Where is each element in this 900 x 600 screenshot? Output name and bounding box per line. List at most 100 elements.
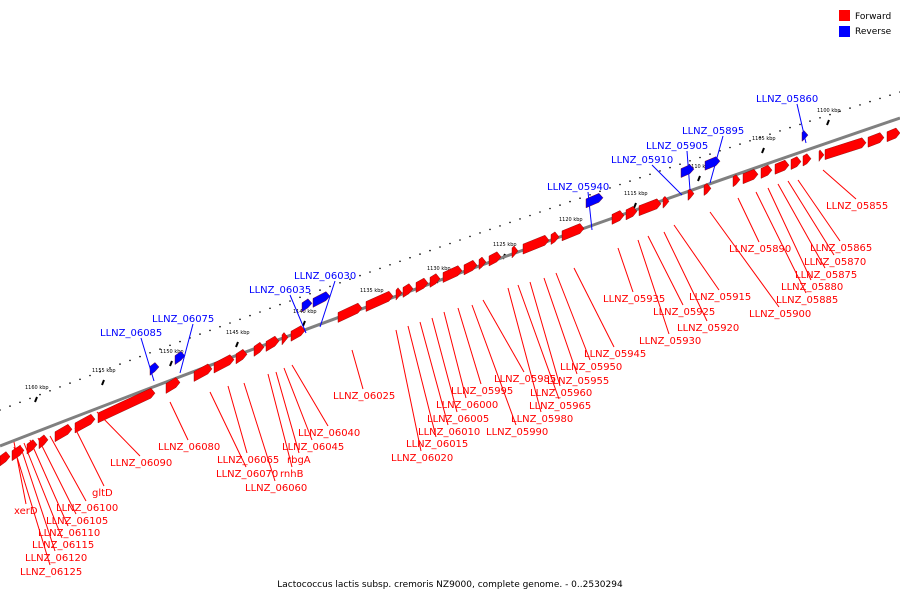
forward-gene-label[interactable]: LLNZ_05870 <box>804 257 866 268</box>
forward-gene-label[interactable]: LLNZ_05980 <box>511 414 573 425</box>
forward-gene-arrow[interactable] <box>886 127 900 143</box>
forward-gene-arrow[interactable] <box>26 439 38 455</box>
forward-gene-arrow[interactable] <box>561 223 585 242</box>
reverse-gene-label[interactable]: LLNZ_05940 <box>547 182 609 193</box>
forward-gene-label[interactable]: LLNZ_05890 <box>729 244 791 255</box>
forward-gene-label[interactable]: LLNZ_05995 <box>451 386 513 397</box>
reverse-gene-label[interactable]: LLNZ_05895 <box>682 126 744 137</box>
forward-gene-arrow[interactable] <box>0 451 11 467</box>
forward-gene-label[interactable]: LLNZ_05885 <box>776 295 838 306</box>
reverse-gene-arrow[interactable] <box>301 298 313 313</box>
forward-gene-arrow[interactable] <box>662 196 670 209</box>
forward-gene-label[interactable]: LLNZ_05955 <box>547 376 609 387</box>
forward-gene-label[interactable]: LLNZ_06020 <box>391 453 453 464</box>
forward-gene-arrow[interactable] <box>265 335 280 352</box>
forward-gene-label[interactable]: LLNZ_06125 <box>20 567 82 578</box>
forward-gene-arrow[interactable] <box>429 273 441 288</box>
forward-gene-arrow[interactable] <box>235 349 248 365</box>
forward-gene-label[interactable]: xerD <box>14 506 38 517</box>
forward-gene-label[interactable]: LLNZ_05965 <box>529 401 591 412</box>
forward-gene-label[interactable]: LLNZ_06000 <box>436 400 498 411</box>
forward-gene-arrow[interactable] <box>818 149 825 163</box>
forward-gene-label[interactable]: LLNZ_06090 <box>110 458 172 469</box>
forward-gene-label[interactable]: LLNZ_05865 <box>810 243 872 254</box>
forward-gene-arrow[interactable] <box>213 354 235 374</box>
forward-gene-label[interactable]: LLNZ_06010 <box>418 427 480 438</box>
forward-gene-label[interactable]: LLNZ_05915 <box>689 292 751 303</box>
reverse-gene-label[interactable]: LLNZ_06035 <box>249 285 311 296</box>
forward-gene-arrow[interactable] <box>281 332 289 346</box>
forward-gene-arrow[interactable] <box>802 153 812 167</box>
forward-gene-label[interactable]: LLNZ_06100 <box>56 503 118 514</box>
forward-gene-arrow[interactable] <box>193 363 213 382</box>
forward-gene-label[interactable]: rbgA <box>287 455 311 466</box>
forward-gene-label[interactable]: LLNZ_06080 <box>158 442 220 453</box>
forward-gene-arrow[interactable] <box>638 198 662 217</box>
reverse-gene-label[interactable]: LLNZ_05910 <box>611 155 673 166</box>
forward-gene-arrow[interactable] <box>442 265 463 283</box>
forward-gene-label[interactable]: LLNZ_05880 <box>781 282 843 293</box>
forward-gene-label[interactable]: LLNZ_06025 <box>333 391 395 402</box>
forward-gene-label[interactable]: LLNZ_06005 <box>427 414 489 425</box>
reverse-gene-label[interactable]: LLNZ_05905 <box>646 141 708 152</box>
forward-gene-label[interactable]: LLNZ_06040 <box>298 428 360 439</box>
forward-gene-label[interactable]: LLNZ_06060 <box>245 483 307 494</box>
forward-gene-arrow[interactable] <box>165 377 181 394</box>
forward-gene-label[interactable]: LLNZ_05855 <box>826 201 888 212</box>
forward-gene-label[interactable]: LLNZ_05945 <box>584 349 646 360</box>
forward-gene-label[interactable]: LLNZ_06065 <box>217 455 279 466</box>
forward-gene-label[interactable]: LLNZ_05920 <box>677 323 739 334</box>
forward-gene-arrow[interactable] <box>395 287 403 301</box>
reverse-gene-arrow[interactable] <box>585 193 604 209</box>
forward-gene-label[interactable]: LLNZ_05930 <box>639 336 701 347</box>
reverse-gene-label[interactable]: LLNZ_05860 <box>756 94 818 105</box>
forward-gene-label[interactable]: LLNZ_05925 <box>653 307 715 318</box>
forward-gene-arrow[interactable] <box>54 424 73 443</box>
forward-gene-label[interactable]: LLNZ_05900 <box>749 309 811 320</box>
forward-gene-label[interactable]: LLNZ_06115 <box>32 540 94 551</box>
forward-gene-label[interactable]: LLNZ_05950 <box>560 362 622 373</box>
forward-gene-arrow[interactable] <box>774 159 790 175</box>
reverse-gene-arrow[interactable] <box>149 362 160 376</box>
forward-gene-arrow[interactable] <box>760 164 773 179</box>
forward-gene-arrow[interactable] <box>790 156 802 170</box>
reverse-gene-label[interactable]: LLNZ_06075 <box>152 314 214 325</box>
forward-gene-label[interactable]: gltD <box>92 488 113 499</box>
forward-gene-arrow[interactable] <box>97 387 156 424</box>
forward-gene-arrow[interactable] <box>478 256 487 270</box>
forward-gene-label[interactable]: LLNZ_05935 <box>603 294 665 305</box>
forward-gene-label[interactable]: LLNZ_05985 <box>494 374 556 385</box>
forward-gene-arrow[interactable] <box>522 234 550 255</box>
forward-gene-arrow[interactable] <box>742 169 759 185</box>
forward-gene-arrow[interactable] <box>611 210 625 225</box>
forward-gene-label[interactable]: LLNZ_05875 <box>795 270 857 281</box>
forward-gene-arrow[interactable] <box>511 245 519 259</box>
forward-gene-arrow[interactable] <box>463 260 478 276</box>
forward-gene-arrow[interactable] <box>732 174 741 188</box>
forward-gene-arrow[interactable] <box>402 283 414 298</box>
forward-gene-arrow[interactable] <box>74 413 96 434</box>
forward-gene-arrow[interactable] <box>625 206 638 221</box>
forward-gene-label[interactable]: LLNZ_05960 <box>530 388 592 399</box>
forward-gene-arrow[interactable] <box>253 341 265 357</box>
reverse-gene-label[interactable]: LLNZ_06085 <box>100 328 162 339</box>
forward-gene-arrow[interactable] <box>415 277 429 293</box>
forward-gene-arrow[interactable] <box>824 137 867 160</box>
forward-gene-label[interactable]: rnhB <box>280 469 304 480</box>
forward-gene-label[interactable]: LLNZ_06015 <box>406 439 468 450</box>
forward-gene-arrow[interactable] <box>867 132 885 148</box>
forward-gene-label[interactable]: LLNZ_06070 <box>216 469 278 480</box>
reverse-gene-arrow[interactable] <box>704 156 721 171</box>
forward-gene-label[interactable]: LLNZ_06120 <box>25 553 87 564</box>
forward-gene-arrow[interactable] <box>290 325 306 342</box>
forward-gene-label[interactable]: LLNZ_05990 <box>486 427 548 438</box>
forward-gene-arrow[interactable] <box>365 290 394 312</box>
forward-gene-arrow[interactable] <box>337 302 363 323</box>
reverse-gene-label[interactable]: LLNZ_06030 <box>294 271 356 282</box>
reverse-gene-arrow[interactable] <box>174 351 186 365</box>
forward-gene-arrow[interactable] <box>703 183 712 196</box>
reverse-gene-arrow[interactable] <box>312 291 331 308</box>
forward-gene-arrow[interactable] <box>550 231 560 245</box>
forward-gene-label[interactable]: LLNZ_06105 <box>46 516 108 527</box>
forward-gene-label[interactable]: LLNZ_06045 <box>282 442 344 453</box>
